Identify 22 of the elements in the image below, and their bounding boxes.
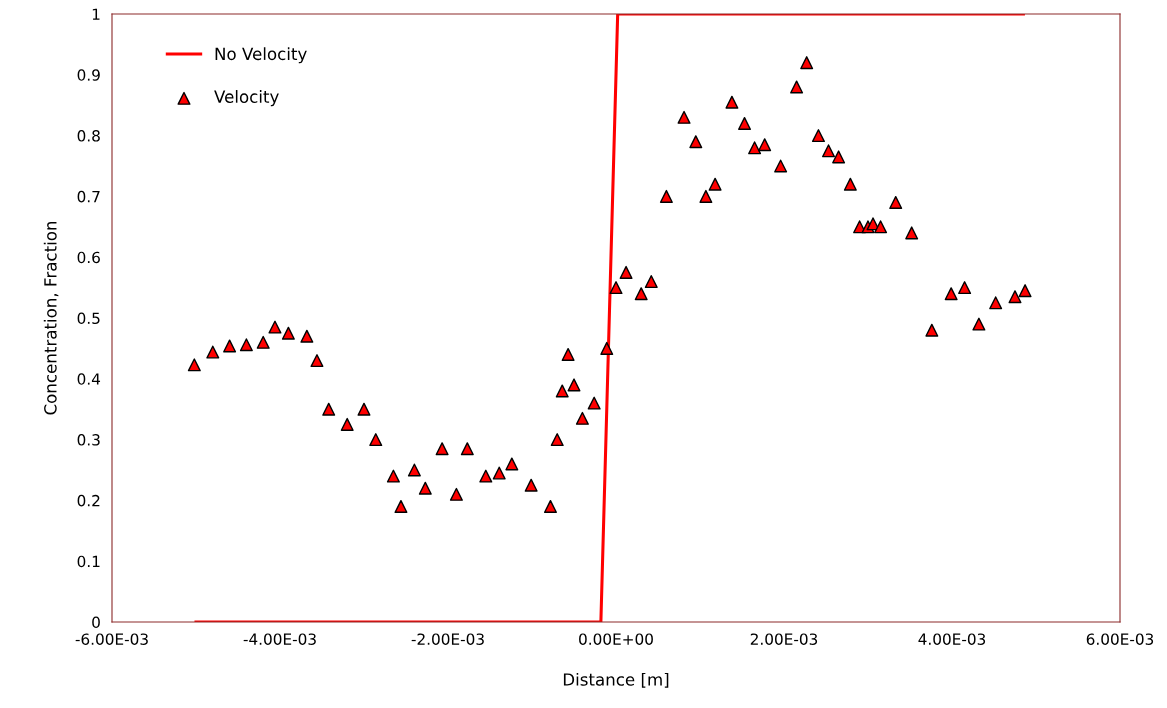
y-tick-label: 0.3 xyxy=(77,434,100,446)
y-tick-label: 0.6 xyxy=(77,251,100,264)
x-tick-label: -2.00E-03 xyxy=(411,633,484,645)
x-axis-title: Distance [m] xyxy=(563,672,669,688)
x-tick-label: 2.00E-03 xyxy=(750,633,818,645)
legend-label: No Velocity xyxy=(215,47,307,64)
x-tick-label: -6.00E-03 xyxy=(75,633,148,645)
legend-label: Velocity xyxy=(214,90,279,107)
y-tick-label: 0.1 xyxy=(77,555,100,568)
y-tick-label: 0.5 xyxy=(77,312,100,325)
x-tick-label: 6.00E-03 xyxy=(1086,633,1154,645)
x-tick-label: -4.00E-03 xyxy=(243,633,316,645)
x-tick-label: 0.00E+00 xyxy=(579,633,653,645)
y-axis-title: Concentration, Fraction xyxy=(43,221,59,415)
y-tick-label: 0.8 xyxy=(77,130,100,142)
y-tick-label: 1 xyxy=(92,8,100,20)
y-tick-label: 0.9 xyxy=(77,69,100,81)
y-tick-label: 0.4 xyxy=(77,373,101,385)
y-tick-label: 0.2 xyxy=(77,494,100,507)
y-tick-label: 0 xyxy=(92,616,100,629)
x-tick-label: 4.00E-03 xyxy=(918,633,986,645)
y-tick-label: 0.7 xyxy=(77,190,100,203)
